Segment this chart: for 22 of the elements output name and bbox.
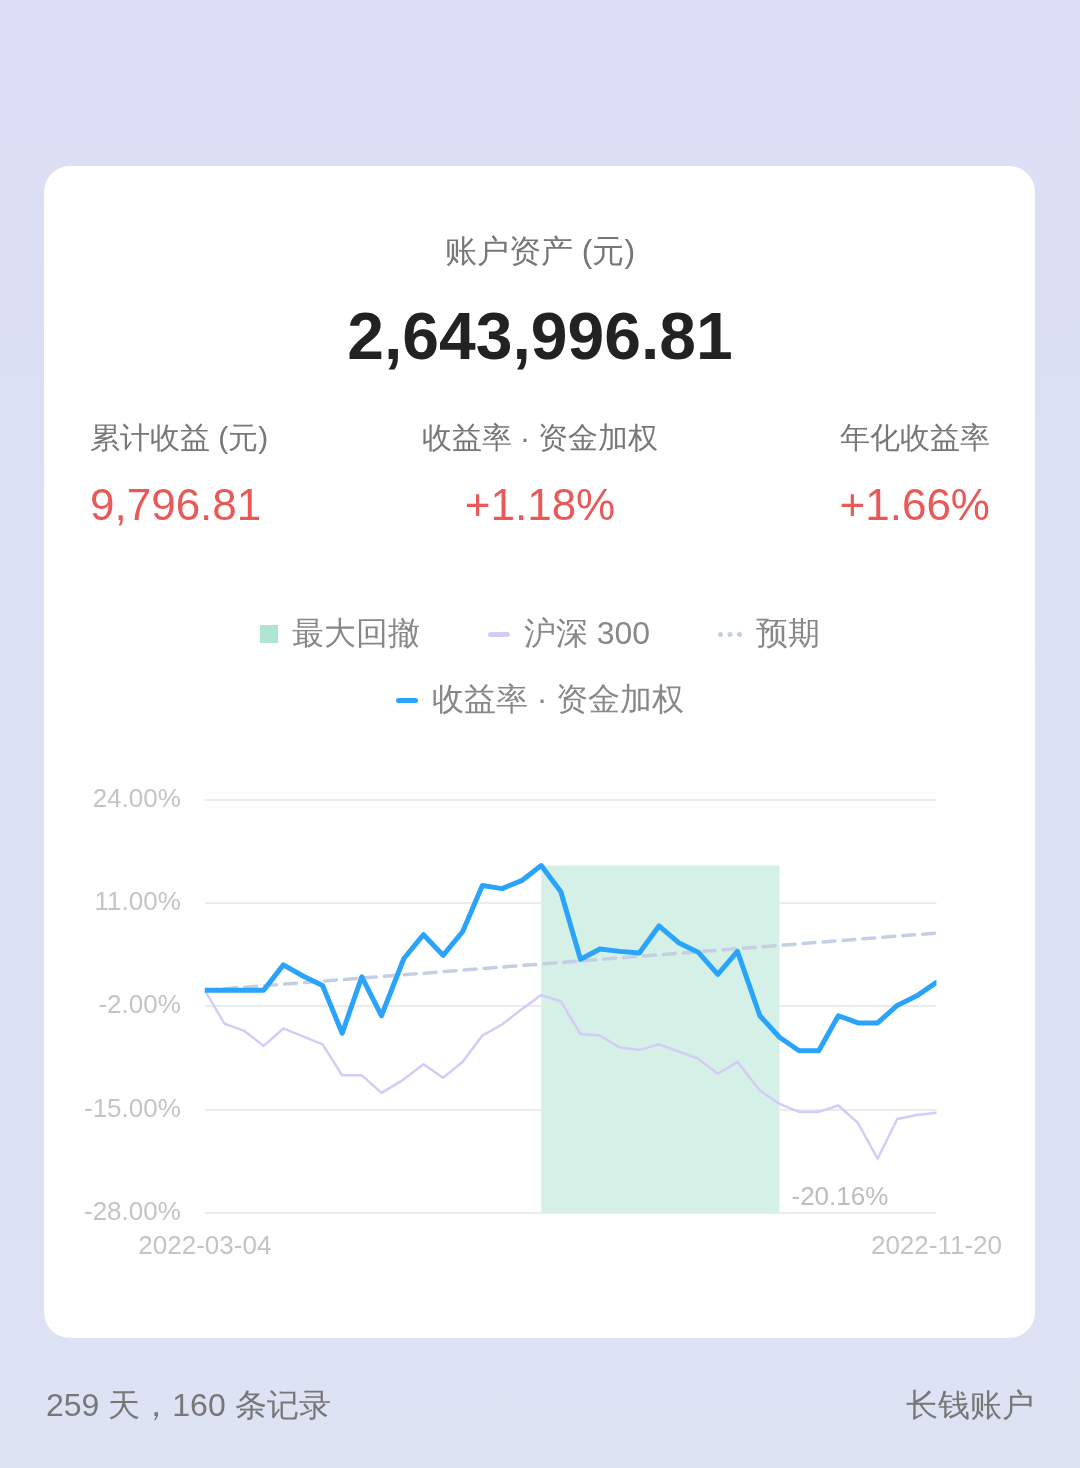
legend-label: 收益率 · 资金加权 [431, 680, 685, 719]
legend-label: 最大回撤 [291, 614, 420, 653]
annotation: -20.16% [791, 1180, 889, 1211]
x-tick-label: 2022-03-04 [138, 1229, 272, 1260]
chart-title: 账户资产 (元) [443, 232, 637, 271]
text: +1.66% [839, 480, 990, 530]
text: +1.18% [464, 480, 616, 529]
x-tick-label: 2022-11-20 [870, 1229, 1003, 1260]
text: 年化收益率 [840, 420, 990, 456]
y-tick-label: 11.00% [94, 886, 181, 917]
y-tick-label: -15.00% [84, 1092, 181, 1123]
text: 9,796.81 [90, 480, 262, 530]
chart-subtitle: 2,643,996.81 [346, 298, 734, 374]
text: 累计收益 (元) [90, 420, 269, 456]
text: 259 天，160 条记录 [46, 1386, 331, 1425]
legend-label: 预期 [756, 614, 821, 653]
text: 长钱账户 [906, 1386, 1034, 1425]
y-tick-label: 24.00% [92, 782, 181, 813]
legend-label: 沪深 300 [523, 614, 651, 653]
text: 收益率 · 资金加权 [421, 421, 659, 454]
y-tick-label: -2.00% [98, 989, 181, 1020]
y-tick-label: -28.00% [84, 1195, 181, 1226]
